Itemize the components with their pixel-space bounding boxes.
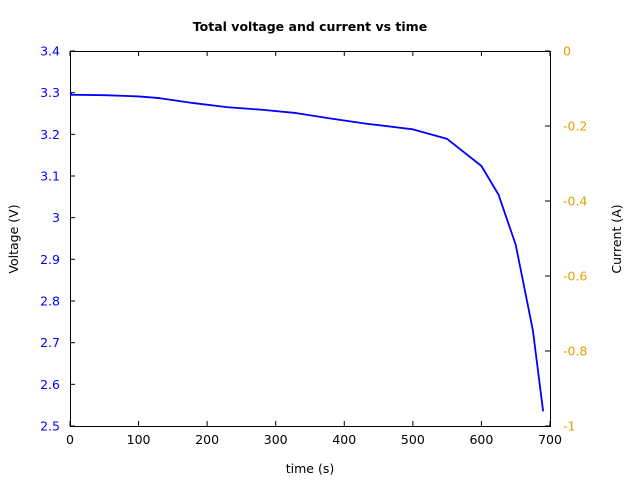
chart-title: Total voltage and current vs time: [193, 19, 427, 34]
y-left-tick-label: 2.6: [40, 377, 60, 392]
x-tick-label: 700: [538, 432, 562, 447]
x-tick-label: 200: [195, 432, 219, 447]
y-left-tick-label: 2.8: [40, 294, 60, 309]
y-left-tick-label: 3.3: [40, 85, 60, 100]
y-left-tick-label: 3.4: [40, 44, 60, 59]
series-layer: [69, 91, 545, 412]
series-line-1: [69, 91, 73, 95]
x-tick-label: 0: [66, 432, 74, 447]
y-left-tick-label: 2.9: [40, 252, 60, 267]
y-right-tick-label: -1: [563, 419, 575, 434]
y-left-tick-label: 3.2: [40, 127, 60, 142]
y-axis-right: -1 -0.8 -0.6 -0.4 -0.2 0: [545, 44, 587, 434]
y-axis-right-label: Current (A): [609, 204, 624, 273]
x-tick-label: 300: [264, 432, 288, 447]
y-left-tick-label: 2.5: [40, 419, 60, 434]
y-right-tick-label: -0.6: [563, 269, 587, 284]
y-right-tick-label: -0.4: [563, 194, 587, 209]
y-axis-left-label: Voltage (V): [6, 204, 21, 273]
y-left-tick-label: 3: [52, 210, 60, 225]
y-left-tick-label: 3.1: [40, 169, 60, 184]
x-axis: 0 100 200 300 400 500 600 700: [66, 51, 562, 447]
x-tick-label: 400: [332, 432, 356, 447]
y-right-tick-label: 0: [563, 44, 571, 59]
x-tick-label: 600: [469, 432, 493, 447]
x-axis-label: time (s): [286, 461, 334, 476]
y-right-tick-label: -0.2: [563, 119, 587, 134]
x-tick-label: 500: [401, 432, 425, 447]
y-axis-left: 2.5 2.6 2.7 2.8 2.9 3 3.1 3.2 3.3 3.4: [40, 44, 75, 434]
y-right-tick-label: -0.8: [563, 344, 587, 359]
y-left-tick-label: 2.7: [40, 335, 60, 350]
plot-frame: [70, 51, 551, 427]
x-tick-label: 100: [127, 432, 151, 447]
series-line-0: [69, 93, 545, 412]
